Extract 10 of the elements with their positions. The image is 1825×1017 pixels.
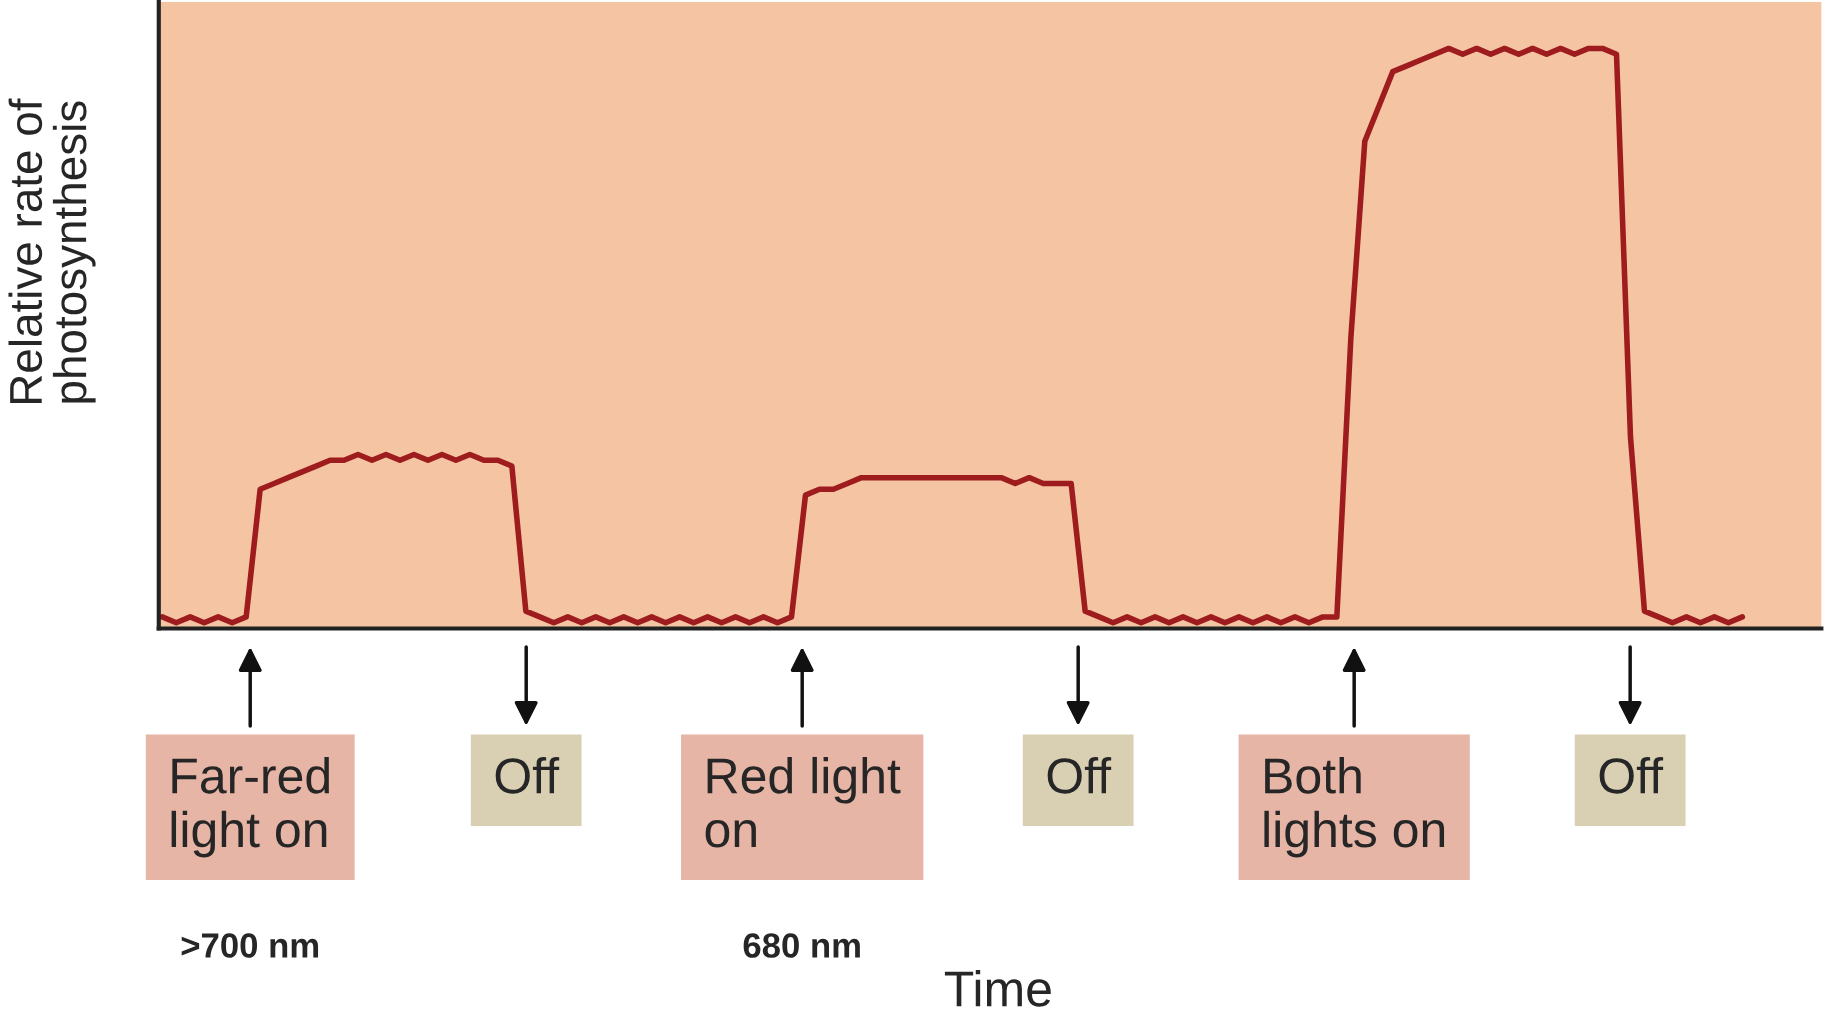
text: Off xyxy=(1599,756,1664,794)
text: Red light on xyxy=(705,756,901,848)
text: Time xyxy=(944,969,1051,1007)
text: 680 nm xyxy=(743,933,860,958)
text: Both lights on xyxy=(1264,756,1445,858)
text: Off xyxy=(495,756,560,794)
text: >700 nm xyxy=(181,933,319,958)
text: Off xyxy=(1047,756,1112,794)
text: Far-red light on xyxy=(171,756,329,858)
y-axis-title: Relative rate of photosynthesis xyxy=(8,98,96,403)
